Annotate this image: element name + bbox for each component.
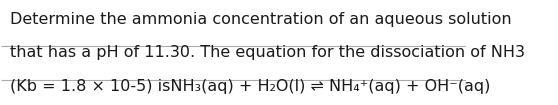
Text: Determine the ammonia concentration of an aqueous solution: Determine the ammonia concentration of a… <box>9 12 511 27</box>
Text: that has a pH of 11.30. The equation for the dissociation of NH3: that has a pH of 11.30. The equation for… <box>9 45 525 60</box>
Text: (Kb = 1.8 × 10-5) isNH₃(aq) + H₂O(l) ⇌ NH₄⁺(aq) + OH⁻(aq): (Kb = 1.8 × 10-5) isNH₃(aq) + H₂O(l) ⇌ N… <box>9 79 490 94</box>
